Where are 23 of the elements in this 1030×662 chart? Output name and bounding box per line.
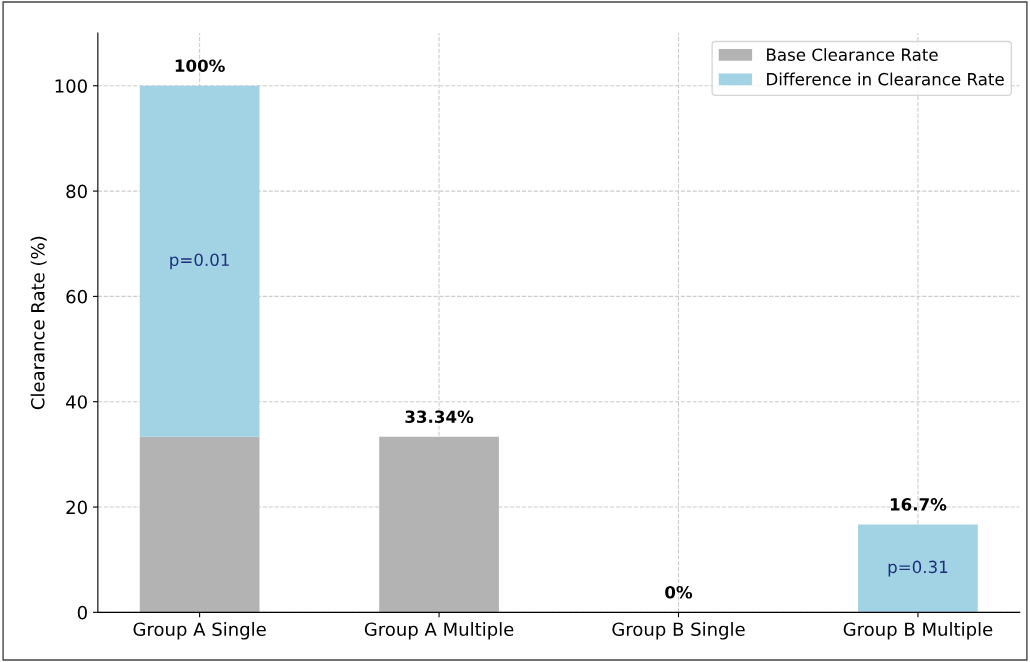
x-tick-label: Group B Single xyxy=(612,622,745,640)
annotation: p=0.01 xyxy=(170,253,229,270)
total-label: 16.7% xyxy=(890,498,947,511)
legend-label: Difference in Clearance Rate xyxy=(767,72,1004,86)
bar xyxy=(379,436,499,613)
annotation: p=0.31 xyxy=(888,560,948,577)
bar xyxy=(139,436,260,613)
total-label: 0% xyxy=(665,585,693,599)
bar xyxy=(139,85,260,437)
total-label: 100% xyxy=(175,59,225,72)
x-tick-label: Group B Multiple xyxy=(843,622,993,640)
total-label: 33.34% xyxy=(405,410,474,424)
x-tick-label: Group A Single xyxy=(133,622,266,640)
y-tick-label: 0 xyxy=(77,605,87,620)
y-tick-label: 60 xyxy=(66,289,87,304)
y-tick-label: 100 xyxy=(55,79,87,93)
y-tick-label: 80 xyxy=(66,184,87,199)
x-tick-label: Group A Multiple xyxy=(364,622,514,640)
legend-label: Base Clearance Rate xyxy=(767,48,938,61)
bar xyxy=(858,524,978,613)
y-axis-title: Clearance Rate (%) xyxy=(30,236,47,410)
y-tick-label: 40 xyxy=(66,395,87,409)
y-tick-label: 20 xyxy=(66,500,87,515)
